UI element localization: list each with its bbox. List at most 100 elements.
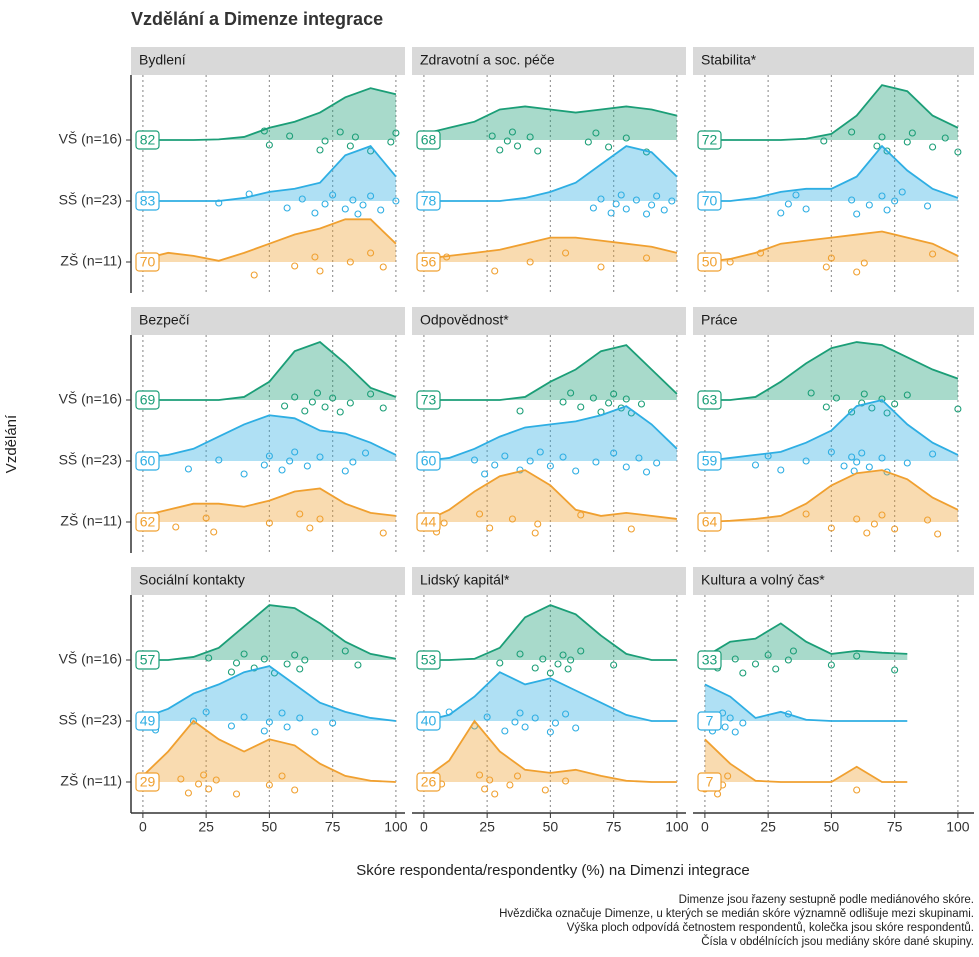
- median-box: [135, 451, 160, 471]
- data-point: [764, 651, 772, 659]
- data-point: [260, 127, 268, 135]
- median-box: [416, 390, 441, 410]
- median-box: [135, 191, 160, 211]
- x-tick-label: 100: [946, 819, 970, 835]
- data-point: [792, 191, 800, 199]
- data-point: [265, 519, 273, 527]
- data-point: [311, 253, 319, 261]
- data-point: [584, 138, 592, 146]
- density-area: [142, 415, 396, 461]
- strip: [412, 307, 686, 335]
- data-point: [316, 146, 324, 154]
- density-area: [423, 106, 677, 140]
- data-point: [329, 394, 337, 402]
- median-label: 64: [702, 514, 718, 530]
- data-point: [546, 462, 554, 470]
- data-point: [291, 262, 299, 270]
- data-point: [802, 205, 810, 213]
- density-area: [704, 739, 908, 782]
- density-line: [423, 604, 677, 661]
- data-point: [205, 654, 213, 662]
- x-tick-label: 0: [420, 819, 428, 835]
- y-tick-label: SŠ (n=23): [59, 712, 122, 728]
- data-point: [827, 448, 835, 456]
- x-tick-label: 100: [384, 819, 408, 835]
- data-point: [572, 467, 580, 475]
- data-point: [283, 204, 291, 212]
- data-point: [296, 510, 304, 518]
- data-point: [541, 786, 549, 794]
- median-box: [697, 772, 722, 792]
- data-point: [929, 143, 937, 151]
- data-point: [308, 398, 316, 406]
- data-point: [653, 459, 661, 467]
- data-point: [802, 510, 810, 518]
- median-label: 63: [702, 392, 718, 408]
- x-tick-label: 75: [887, 819, 903, 835]
- median-label: 44: [421, 514, 437, 530]
- density-area: [142, 721, 396, 782]
- data-point: [721, 723, 729, 731]
- data-point: [731, 728, 739, 736]
- data-point: [860, 259, 868, 267]
- density-line: [423, 405, 678, 462]
- median-box: [416, 252, 441, 272]
- data-point: [291, 786, 299, 794]
- data-point: [865, 201, 873, 209]
- median-label: 33: [702, 652, 718, 668]
- panel-title: Práce: [701, 312, 738, 328]
- x-tick-label: 75: [325, 819, 341, 835]
- data-point: [240, 713, 248, 721]
- data-point: [329, 191, 337, 199]
- data-point: [607, 209, 615, 217]
- data-point: [321, 200, 329, 208]
- data-point: [367, 390, 375, 398]
- x-axis-title: Skóre respondenta/respondentky (%) na Di…: [356, 862, 750, 879]
- data-point: [359, 201, 367, 209]
- data-point: [848, 408, 856, 416]
- data-point: [346, 258, 354, 266]
- data-point: [822, 403, 830, 411]
- data-point: [202, 514, 210, 522]
- median-box: [135, 650, 160, 670]
- data-point: [283, 723, 291, 731]
- data-point: [351, 133, 359, 141]
- median-label: 7: [706, 774, 714, 790]
- strip: [412, 47, 686, 75]
- data-point: [898, 188, 906, 196]
- data-point: [296, 665, 304, 673]
- data-point: [622, 205, 630, 213]
- data-point: [724, 772, 732, 780]
- data-point: [908, 129, 916, 137]
- data-point: [349, 458, 357, 466]
- density-line: [423, 145, 678, 202]
- data-point: [250, 271, 258, 279]
- strip: [693, 567, 974, 595]
- density-line: [423, 344, 678, 401]
- data-point: [346, 399, 354, 407]
- panel-title: Kultura a volný čas*: [701, 572, 825, 588]
- data-point: [336, 128, 344, 136]
- data-point: [784, 656, 792, 664]
- data-point: [240, 650, 248, 658]
- x-tick-label: 25: [198, 819, 214, 835]
- data-point: [827, 524, 835, 532]
- data-point: [637, 400, 646, 408]
- data-point: [784, 200, 792, 208]
- data-point: [577, 647, 585, 655]
- data-point: [379, 263, 387, 271]
- density-area: [423, 406, 677, 461]
- y-tick-label: ZŠ (n=11): [60, 253, 122, 269]
- data-point: [329, 719, 337, 727]
- density-line: [704, 738, 908, 783]
- data-point: [486, 524, 494, 532]
- density-line: [423, 719, 677, 783]
- x-tick-label: 0: [139, 819, 147, 835]
- data-point: [903, 391, 911, 399]
- data-point: [215, 456, 223, 464]
- data-point: [526, 258, 534, 266]
- data-point: [903, 459, 911, 467]
- density-line: [704, 683, 908, 722]
- density-line: [142, 341, 397, 401]
- data-point: [341, 205, 349, 213]
